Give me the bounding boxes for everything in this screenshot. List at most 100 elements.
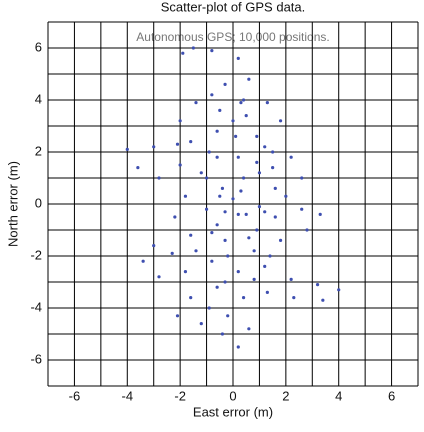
point	[236, 270, 240, 274]
point	[194, 101, 198, 105]
point	[236, 56, 240, 61]
point	[220, 186, 225, 190]
point	[244, 212, 248, 216]
point	[241, 176, 246, 180]
y-tick-label: 2	[35, 143, 42, 158]
point	[255, 160, 259, 164]
point	[252, 277, 256, 281]
y-tick-label: 6	[35, 39, 42, 54]
point	[173, 215, 177, 219]
point	[152, 244, 156, 248]
x-tick-label: -6	[69, 388, 81, 403]
point	[183, 194, 188, 198]
x-tick-label: 6	[388, 388, 395, 403]
point	[210, 231, 214, 235]
point	[210, 259, 214, 263]
point	[175, 142, 180, 146]
point	[252, 249, 256, 253]
point	[210, 49, 214, 53]
y-axis-label: North error (m)	[5, 161, 20, 247]
point	[278, 238, 283, 242]
point	[136, 166, 140, 170]
point	[263, 145, 267, 149]
point	[300, 176, 304, 180]
point	[241, 98, 246, 102]
x-tick-label: 2	[282, 388, 289, 403]
point	[207, 150, 211, 154]
point	[223, 238, 227, 242]
point	[300, 207, 304, 211]
point	[247, 236, 251, 240]
point	[194, 249, 198, 253]
point	[236, 212, 240, 216]
point	[289, 277, 293, 281]
point	[292, 296, 296, 300]
y-tick-label: 0	[35, 195, 42, 210]
point	[231, 119, 235, 123]
point	[183, 270, 188, 274]
point	[247, 77, 251, 81]
point	[271, 166, 275, 170]
point	[278, 119, 283, 123]
point	[321, 298, 325, 302]
point	[247, 327, 251, 331]
point	[257, 205, 262, 209]
point	[244, 114, 248, 118]
point	[210, 93, 214, 97]
point	[125, 147, 129, 151]
point	[157, 176, 161, 180]
chart-title: Scatter-plot of GPS data.	[161, 0, 306, 14]
point	[218, 194, 222, 198]
point	[157, 275, 161, 279]
point	[191, 46, 195, 50]
point	[215, 155, 219, 159]
x-axis-label: East error (m)	[193, 404, 273, 419]
point	[223, 210, 227, 214]
point	[289, 155, 293, 159]
point	[152, 145, 156, 149]
point	[234, 134, 238, 138]
point	[199, 171, 203, 175]
point	[207, 306, 211, 310]
y-tick-label: 4	[35, 91, 42, 106]
point	[263, 264, 267, 268]
point	[236, 345, 240, 349]
point	[223, 280, 227, 284]
point	[257, 171, 262, 175]
point	[178, 163, 182, 167]
point	[268, 254, 272, 258]
point	[255, 228, 259, 232]
point	[226, 254, 230, 258]
point	[226, 314, 230, 318]
point	[236, 155, 240, 159]
point	[284, 194, 288, 198]
x-tick-label: -4	[122, 388, 134, 403]
point	[178, 119, 182, 123]
point	[170, 251, 174, 255]
y-tick-label: -4	[30, 299, 42, 314]
point	[315, 283, 320, 287]
point	[218, 108, 222, 112]
y-tick-label: -2	[30, 247, 42, 262]
y-tick-label: -6	[30, 351, 42, 366]
point	[189, 233, 193, 237]
point	[305, 228, 309, 232]
point	[337, 288, 341, 292]
point	[215, 223, 219, 227]
point	[189, 140, 193, 144]
point	[271, 150, 275, 154]
point	[199, 322, 203, 326]
point	[189, 296, 193, 300]
point	[215, 129, 219, 133]
point	[223, 82, 227, 86]
point	[215, 285, 219, 289]
point	[265, 290, 269, 294]
point	[181, 51, 185, 55]
point	[263, 210, 267, 214]
point	[255, 134, 259, 138]
x-tick-label: 0	[229, 388, 236, 403]
point	[204, 207, 209, 211]
point	[239, 189, 243, 193]
point	[273, 215, 277, 219]
